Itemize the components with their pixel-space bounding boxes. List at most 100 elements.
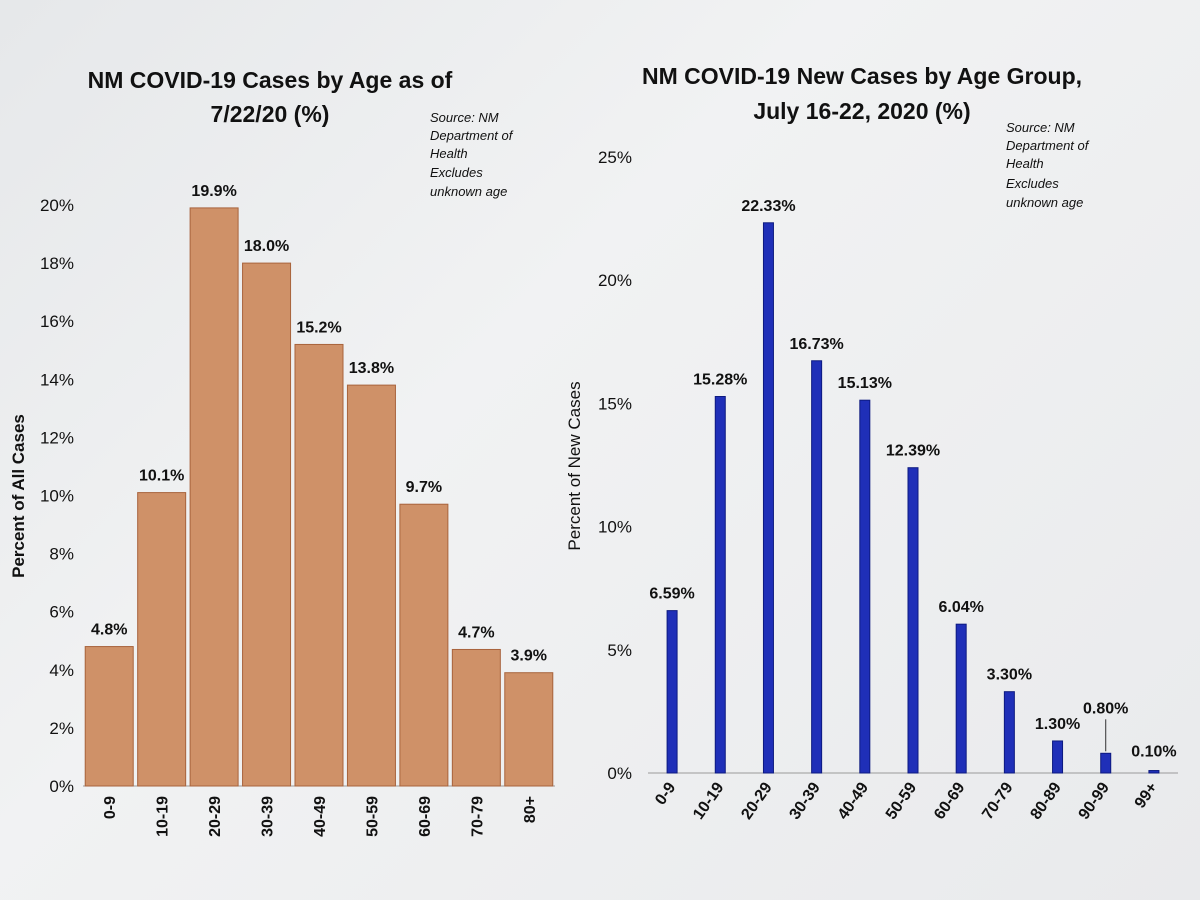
y-tick-label: 18% <box>40 254 74 273</box>
y-tick-label: 0% <box>607 764 632 783</box>
y-tick-label: 6% <box>49 603 74 622</box>
bar <box>811 360 823 774</box>
chart-title-line-2: July 16-22, 2020 (%) <box>753 98 970 124</box>
x-tick-label: 50-59 <box>364 796 381 837</box>
data-label: 1.30% <box>1035 716 1080 733</box>
x-axis-categories: 0-9 10-19 20-29 30-39 40-49 50-59 60-69 70-79 80… <box>652 779 1161 822</box>
source-note-line: unknown age <box>1006 195 1083 210</box>
y-axis-label: Percent of All Cases <box>9 414 28 578</box>
source-note: Source: NM Department of Health Excludes… <box>430 110 514 199</box>
x-tick-label: 10-19 <box>690 779 727 822</box>
data-label: 10.1% <box>139 468 184 485</box>
chart-new-cases-by-age: NM COVID-19 New Cases by Age Group, July… <box>565 63 1178 823</box>
data-label: 4.8% <box>91 622 127 639</box>
data-label: 16.73% <box>790 336 844 353</box>
source-note-line: Department of <box>430 128 514 143</box>
y-tick-label: 4% <box>49 661 74 680</box>
data-label: 4.7% <box>458 624 494 641</box>
bar <box>451 648 501 787</box>
data-label: 15.2% <box>296 319 341 336</box>
source-note-line: Excludes <box>1006 176 1059 191</box>
bar <box>666 610 678 774</box>
x-tick-label: 0-9 <box>102 796 119 819</box>
bar <box>399 503 449 787</box>
y-tick-label: 0% <box>49 777 74 796</box>
y-tick-label: 15% <box>598 394 632 413</box>
y-tick-label: 20% <box>598 271 632 290</box>
data-label: 15.13% <box>838 375 892 392</box>
data-labels: 4.8% 10.1% 19.9% 18.0% 15.2% 13.8% 9.7% 4.7% 3.9… <box>91 183 547 665</box>
x-tick-label: 60-69 <box>931 779 968 822</box>
data-label: 12.39% <box>886 443 940 460</box>
bar <box>1148 770 1160 774</box>
bar <box>346 384 396 787</box>
y-tick-label: 10% <box>598 518 632 537</box>
y-tick-label: 14% <box>40 370 74 389</box>
source-note-line: Excludes <box>430 165 483 180</box>
data-label: 0.80% <box>1083 700 1128 717</box>
chart-cases-by-age: NM COVID-19 Cases by Age as of 7/22/20 (… <box>9 67 555 837</box>
x-tick-label: 99+ <box>1132 780 1161 812</box>
y-tick-label: 8% <box>49 545 74 564</box>
data-label: 9.7% <box>406 479 442 496</box>
y-axis-ticks: 0% 2% 4% 6% 8% 10% 12% 14% 16% 18% 20% <box>40 196 74 796</box>
chart-title-line-1: NM COVID-19 New Cases by Age Group, <box>642 63 1082 89</box>
source-note-line: Source: NM <box>1006 120 1075 135</box>
x-tick-label: 20-29 <box>738 779 775 822</box>
bar <box>504 672 554 787</box>
bar <box>1003 691 1015 774</box>
x-tick-label: 50-59 <box>883 779 920 822</box>
data-label: 6.59% <box>649 586 694 603</box>
bar <box>242 262 292 787</box>
data-label: 3.9% <box>511 648 547 665</box>
bar-series <box>84 207 554 787</box>
x-tick-label: 60-69 <box>417 796 434 837</box>
bar <box>137 492 187 787</box>
x-tick-label: 40-49 <box>312 796 329 837</box>
x-tick-label: 90-99 <box>1076 779 1113 822</box>
data-labels: 6.59% 15.28% 22.33% 16.73% 15.13% 12.39% 6.04%… <box>649 198 1176 761</box>
y-axis-label: Percent of New Cases <box>565 381 584 550</box>
source-note-line: Health <box>430 146 468 161</box>
data-label: 6.04% <box>938 599 983 616</box>
data-label: 18.0% <box>244 238 289 255</box>
bar <box>294 343 344 787</box>
source-note-line: Health <box>1006 156 1044 171</box>
source-note-line: Source: NM <box>430 110 499 125</box>
data-label: 22.33% <box>741 198 795 215</box>
x-tick-label: 30-39 <box>787 779 824 822</box>
y-tick-label: 25% <box>598 148 632 167</box>
data-label: 13.8% <box>349 360 394 377</box>
x-tick-label: 80-89 <box>1027 779 1064 822</box>
bar <box>189 207 239 787</box>
y-tick-label: 12% <box>40 428 74 447</box>
bar <box>907 467 919 774</box>
data-label: 0.10% <box>1131 744 1176 761</box>
source-note: Source: NM Department of Health Excludes… <box>1006 120 1090 210</box>
x-tick-label: 70-79 <box>469 796 486 837</box>
chart-title-line-1: NM COVID-19 Cases by Age as of <box>88 67 453 93</box>
x-tick-label: 70-79 <box>979 779 1016 822</box>
y-tick-label: 20% <box>40 196 74 215</box>
bar <box>84 646 134 787</box>
y-axis-ticks: 0% 5% 10% 15% 20% 25% <box>598 148 632 783</box>
bar <box>955 623 967 774</box>
y-tick-label: 5% <box>607 641 632 660</box>
data-label: 3.30% <box>987 667 1032 684</box>
bar <box>859 399 871 774</box>
y-tick-label: 16% <box>40 312 74 331</box>
source-note-line: Department of <box>1006 138 1090 153</box>
chart-title-line-2: 7/22/20 (%) <box>211 101 330 127</box>
x-tick-label: 80+ <box>522 796 539 823</box>
x-tick-label: 30-39 <box>260 796 277 837</box>
y-tick-label: 2% <box>49 719 74 738</box>
x-tick-label: 20-29 <box>207 796 224 837</box>
bar <box>762 222 774 774</box>
data-label: 15.28% <box>693 372 747 389</box>
x-tick-label: 40-49 <box>835 779 872 822</box>
bar <box>1100 752 1112 774</box>
x-tick-label: 10-19 <box>155 796 172 837</box>
bar <box>714 396 726 774</box>
data-label: 19.9% <box>191 183 236 200</box>
